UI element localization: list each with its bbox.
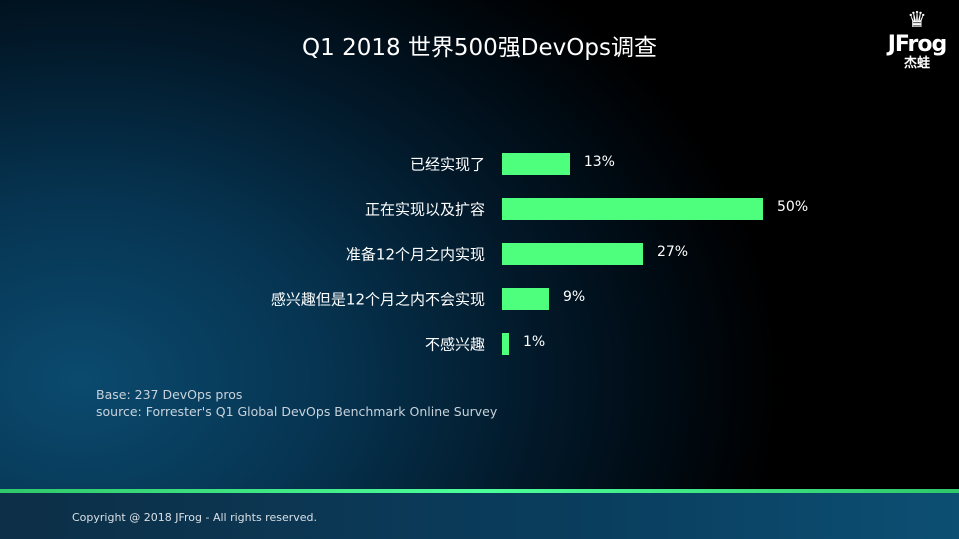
category-label: 已经实现了 <box>409 155 485 174</box>
data-label: 9% <box>562 289 586 305</box>
logo-cn: 杰蛙 <box>903 56 930 71</box>
data-label: 1% <box>523 334 546 350</box>
category-label: 感兴趣但是12个月之内不会实现 <box>270 290 485 309</box>
category-label: 不感兴趣 <box>424 335 485 354</box>
bar <box>502 198 763 220</box>
data-label: 13% <box>583 154 615 170</box>
data-label: 50% <box>777 199 809 215</box>
bar <box>502 243 643 265</box>
category-label: 正在实现以及扩容 <box>364 200 485 219</box>
divider <box>0 489 959 493</box>
bar <box>502 153 570 175</box>
source-note: source: Forrester's Q1 Global DevOps Ben… <box>96 404 498 419</box>
jfrog-logo: ♛ JFrog 杰蛙 <box>881 8 953 88</box>
splash-crown-icon: ♛ <box>907 8 927 33</box>
base-note: Base: 237 DevOps pros <box>96 387 243 402</box>
bar <box>502 288 549 310</box>
data-label: 27% <box>656 244 689 260</box>
logo-brand: JFrog <box>887 32 948 57</box>
copyright: Copyright @ 2018 JFrog - All rights rese… <box>72 511 317 524</box>
footer-band <box>0 493 959 539</box>
category-label: 准备12个月之内实现 <box>345 245 485 264</box>
slide-title: Q1 2018 世界500强DevOps调查 <box>302 35 657 61</box>
bar <box>502 333 509 355</box>
